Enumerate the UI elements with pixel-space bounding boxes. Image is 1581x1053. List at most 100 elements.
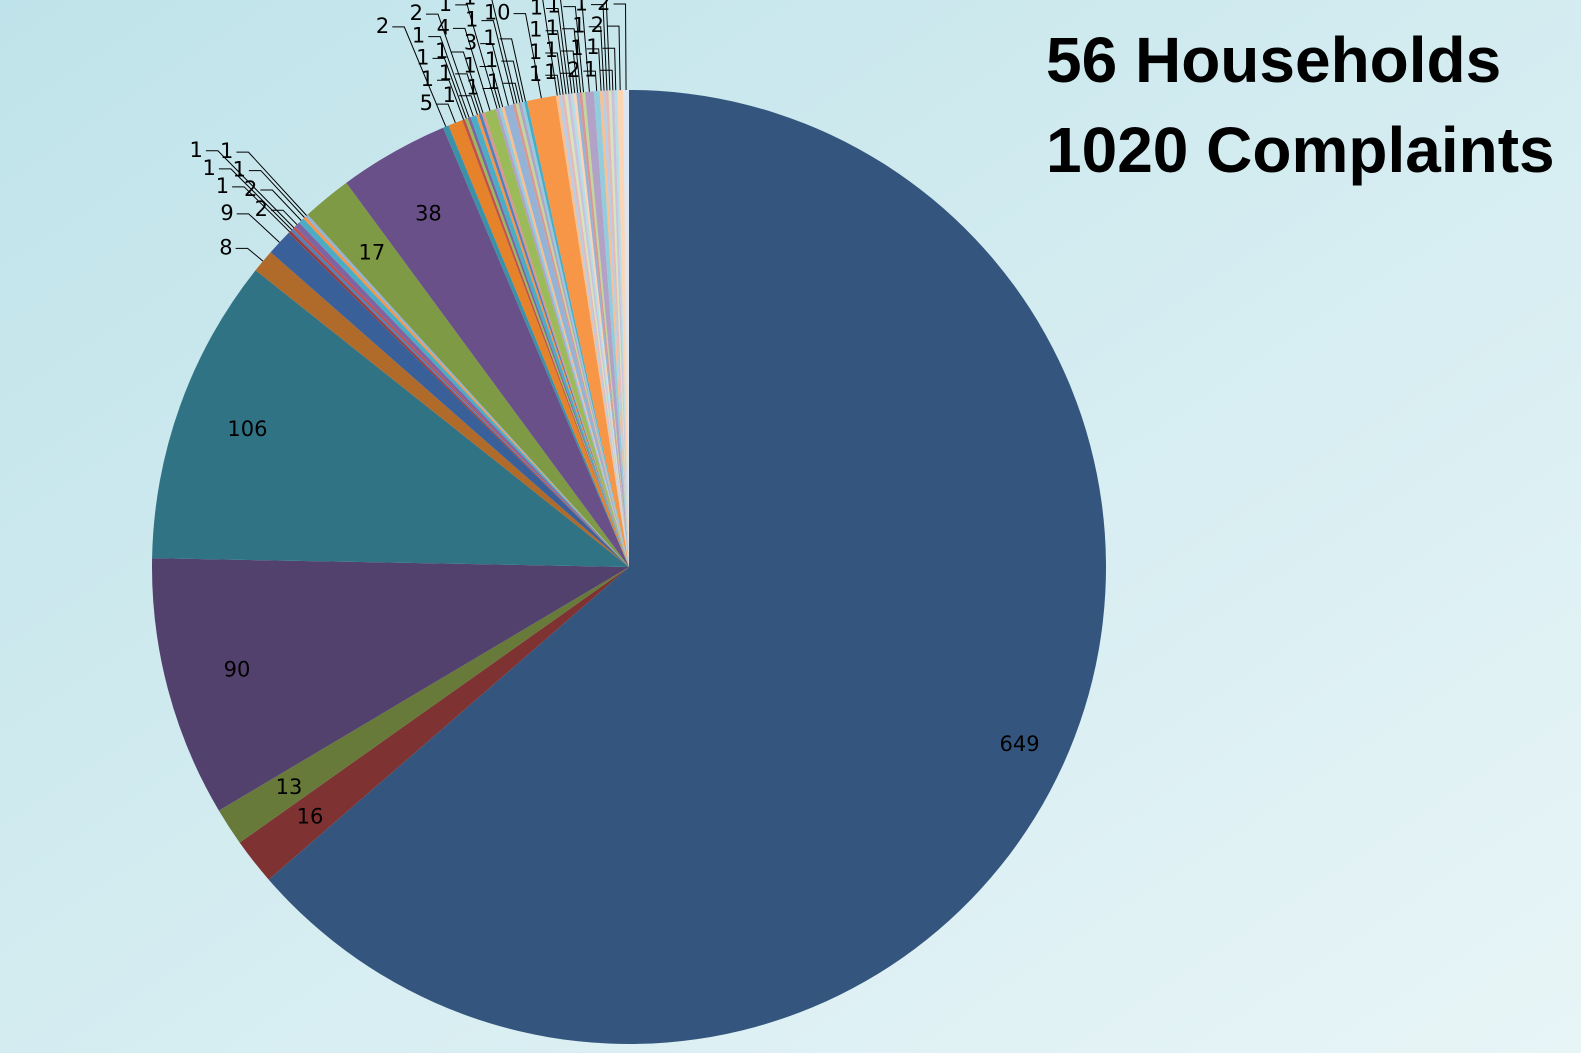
data-label: 1 (465, 8, 478, 32)
pie-slice (484, 109, 629, 567)
leader-line (428, 36, 470, 118)
data-label: 1 (435, 39, 448, 63)
pie-slice (570, 93, 629, 568)
data-label: 2 (244, 177, 257, 201)
data-label: 13 (276, 775, 303, 799)
data-label: 1 (530, 0, 543, 19)
pie (152, 90, 1106, 1044)
leader-line (491, 0, 518, 104)
data-label: 1 (439, 61, 452, 85)
pie-slice (218, 567, 629, 843)
leader-line (248, 170, 305, 218)
data-label: 1 (575, 0, 588, 16)
leader-line (425, 13, 474, 117)
data-label: 17 (359, 240, 386, 264)
pie-slice (576, 92, 629, 568)
pie-slice (573, 92, 629, 567)
pie-slice (599, 90, 629, 568)
leader-line (455, 73, 481, 114)
leader-line (513, 13, 542, 99)
leader-line (590, 4, 608, 91)
data-label: 1 (545, 38, 558, 62)
pie-slice (255, 252, 630, 567)
pie-slice (467, 117, 629, 568)
leader-line (271, 209, 298, 225)
data-label: 2 (255, 197, 268, 221)
pie-slice (567, 93, 629, 567)
pie-slice (152, 558, 629, 811)
data-label: 2 (591, 13, 604, 37)
leader-line (545, 52, 564, 95)
leader-line (480, 43, 509, 106)
leader-line (607, 25, 621, 91)
data-label: 1 (547, 0, 560, 18)
leader-line (236, 151, 307, 216)
data-label: 1 (546, 16, 559, 40)
data-label: 1 (529, 40, 542, 64)
leader-line (560, 72, 576, 94)
data-label: 2 (567, 58, 580, 82)
data-label: 16 (297, 804, 324, 828)
leader-line (602, 47, 617, 91)
leader-line (501, 60, 524, 103)
leader-line (588, 26, 605, 91)
leader-line (236, 213, 280, 243)
data-label: 1 (584, 57, 597, 81)
pie-slice (152, 270, 629, 567)
pie-slice (476, 114, 629, 567)
pie-slice (605, 90, 629, 567)
leader-line (436, 79, 465, 120)
data-label: 1 (572, 14, 585, 38)
pie-slice (584, 91, 629, 567)
pie-slice (464, 118, 629, 567)
pie-slice (346, 127, 629, 568)
pie-slice (501, 106, 629, 568)
pie-slice (303, 216, 629, 568)
leader-line (455, 4, 498, 109)
leader-line (613, 3, 627, 91)
pie-slice (495, 108, 629, 567)
pie-slice (268, 90, 1106, 1044)
pie-slice (561, 94, 629, 568)
leader-line (232, 186, 290, 233)
data-label: 1 (544, 60, 557, 84)
data-label: 8 (219, 235, 232, 259)
pie-slice (518, 102, 629, 568)
pie-slice (481, 112, 629, 568)
pie-slice (564, 93, 629, 568)
leader-line (561, 50, 579, 93)
leader-line (481, 20, 515, 105)
data-label: 1 (216, 174, 229, 198)
pie-slice (614, 90, 629, 568)
pie-slice (478, 113, 629, 567)
data-label: 2 (376, 14, 389, 38)
leader-line (452, 27, 491, 111)
leader-line (545, 74, 561, 96)
pie-slice (582, 92, 629, 568)
data-label: 1 (203, 156, 216, 180)
data-label: 2 (410, 1, 423, 25)
pie-slice (515, 103, 629, 568)
leader-line (499, 38, 527, 102)
leader-line (586, 48, 602, 91)
pie-slice (239, 567, 629, 880)
data-label: 5 (420, 91, 433, 115)
pie-slice (526, 95, 629, 567)
leader-line (205, 150, 295, 228)
chart-subtitle: 1020 Complaints (1046, 114, 1555, 186)
leader-line (600, 69, 614, 91)
pie-slice (270, 232, 629, 567)
data-label: 1 (570, 36, 583, 60)
pie-slice (292, 226, 629, 567)
data-label: 1 (485, 48, 498, 72)
leader-line (392, 26, 447, 127)
data-label: 3 (464, 31, 477, 55)
leader-line (583, 70, 598, 92)
pie-slice (558, 94, 629, 567)
data-label: 1 (220, 139, 233, 163)
data-label: 1 (463, 54, 476, 78)
data-label: 9 (220, 201, 233, 225)
pie-slice (448, 120, 629, 567)
